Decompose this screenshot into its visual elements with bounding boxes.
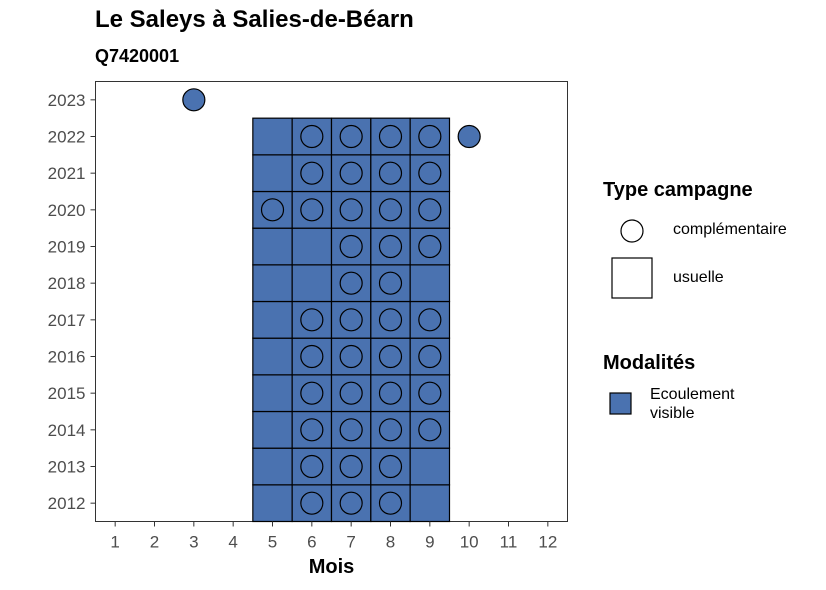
complementaire-point bbox=[418, 308, 442, 332]
usuelle-square bbox=[252, 227, 293, 266]
complementaire-point bbox=[418, 418, 442, 442]
complementaire-point bbox=[300, 491, 324, 515]
complementaire-point bbox=[378, 161, 403, 185]
x-axis-title: Mois bbox=[309, 556, 355, 578]
y-tick-label: 2015 bbox=[48, 384, 86, 403]
usuelle-square bbox=[409, 447, 451, 486]
complementaire-point bbox=[418, 344, 442, 369]
y-tick-label: 2012 bbox=[48, 494, 86, 513]
x-tick-label: 2 bbox=[150, 533, 159, 552]
usuelle-square bbox=[291, 264, 333, 303]
usuelle-square bbox=[252, 447, 293, 486]
x-tick-label: 10 bbox=[460, 533, 479, 552]
usuelle-square bbox=[252, 484, 293, 523]
complementaire-point bbox=[378, 198, 403, 222]
usuelle-square bbox=[291, 227, 333, 266]
usuelle-square bbox=[409, 264, 451, 303]
chart-subtitle: Q7420001 bbox=[95, 46, 180, 66]
legend-key-circle bbox=[620, 219, 644, 243]
y-tick-label: 2023 bbox=[48, 91, 86, 110]
y-tick-label: 2013 bbox=[48, 458, 86, 477]
legend-label-ecoulement: Ecoulement visible bbox=[650, 386, 735, 422]
y-tick-label: 2021 bbox=[48, 164, 86, 183]
complementaire-point bbox=[378, 381, 403, 405]
x-tick-label: 6 bbox=[307, 533, 316, 552]
complementaire-point bbox=[378, 271, 403, 295]
x-tick-label: 7 bbox=[346, 533, 355, 552]
chart-title: Le Saleys à Salies-de-Béarn bbox=[95, 6, 414, 33]
complementaire-point bbox=[300, 124, 324, 149]
complementaire-point bbox=[300, 454, 324, 479]
complementaire-point bbox=[418, 381, 442, 405]
complementaire-point bbox=[300, 161, 324, 185]
x-tick-label: 9 bbox=[425, 533, 434, 552]
complementaire-point bbox=[378, 491, 403, 515]
complementaire-point bbox=[339, 381, 363, 405]
usuelle-square bbox=[252, 410, 293, 449]
y-tick-label: 2019 bbox=[48, 238, 86, 257]
complementaire-point bbox=[457, 124, 481, 149]
y-tick-label: 2018 bbox=[48, 274, 86, 293]
legend-type-title: Type campagne bbox=[603, 179, 753, 201]
complementaire-point bbox=[339, 161, 363, 185]
usuelle-square bbox=[252, 337, 293, 376]
complementaire-point bbox=[418, 198, 442, 222]
complementaire-point bbox=[339, 491, 363, 515]
complementaire-point bbox=[378, 344, 403, 369]
usuelle-square bbox=[252, 264, 293, 303]
complementaire-point bbox=[339, 344, 363, 369]
y-tick-label: 2022 bbox=[48, 128, 86, 147]
usuelle-square bbox=[252, 154, 293, 193]
usuelle-square bbox=[252, 374, 293, 413]
complementaire-point bbox=[418, 234, 442, 259]
y-tick-label: 2020 bbox=[48, 201, 86, 220]
usuelle-square bbox=[409, 484, 451, 523]
usuelle-square bbox=[252, 117, 293, 156]
y-tick-label: 2016 bbox=[48, 348, 86, 367]
y-tick-label: 2014 bbox=[48, 421, 86, 440]
complementaire-point bbox=[300, 344, 324, 369]
x-tick-label: 8 bbox=[386, 533, 395, 552]
complementaire-point bbox=[378, 308, 403, 332]
complementaire-point bbox=[300, 198, 324, 222]
complementaire-point bbox=[339, 308, 363, 332]
legend-label-usuelle: usuelle bbox=[673, 269, 724, 286]
usuelle-square bbox=[252, 300, 293, 339]
legend-label-complementaire: complémentaire bbox=[673, 221, 787, 238]
x-tick-label: 4 bbox=[228, 533, 237, 552]
complementaire-point bbox=[378, 124, 403, 149]
complementaire-point bbox=[418, 124, 442, 149]
complementaire-point bbox=[339, 418, 363, 442]
x-tick-label: 5 bbox=[268, 533, 277, 552]
complementaire-point bbox=[418, 161, 442, 185]
complementaire-point bbox=[378, 454, 403, 479]
y-tick-label: 2017 bbox=[48, 311, 86, 330]
complementaire-point bbox=[300, 308, 324, 332]
complementaire-point bbox=[339, 271, 363, 295]
complementaire-point bbox=[339, 198, 363, 222]
x-tick-label: 3 bbox=[189, 533, 198, 552]
x-tick-label: 12 bbox=[538, 533, 557, 552]
x-tick-label: 1 bbox=[110, 533, 119, 552]
complementaire-point bbox=[260, 198, 285, 222]
complementaire-point bbox=[339, 234, 363, 259]
legend-key-ecoulement bbox=[609, 392, 632, 415]
complementaire-point bbox=[300, 381, 324, 405]
complementaire-point bbox=[378, 418, 403, 442]
complementaire-point bbox=[339, 454, 363, 479]
complementaire-point bbox=[378, 234, 403, 259]
legend-key-square bbox=[611, 257, 653, 299]
complementaire-point bbox=[300, 418, 324, 442]
complementaire-point bbox=[339, 124, 363, 149]
legend-modalites-title: Modalités bbox=[603, 352, 696, 374]
x-tick-label: 11 bbox=[500, 533, 518, 552]
complementaire-point bbox=[182, 88, 206, 112]
